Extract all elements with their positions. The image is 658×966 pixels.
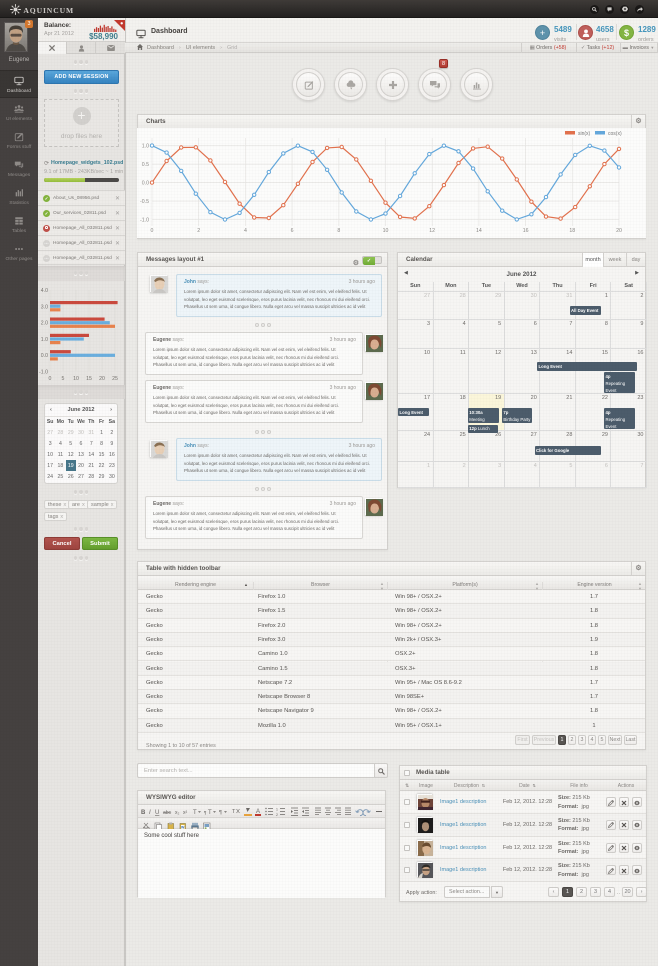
svg-text:25: 25: [112, 376, 118, 382]
svg-text:0.0: 0.0: [41, 353, 48, 359]
svg-text:2: 2: [276, 813, 278, 817]
svg-text:T: T: [232, 809, 236, 815]
svg-text:1.0: 1.0: [41, 337, 48, 343]
svg-text:x²: x²: [183, 810, 188, 816]
svg-text:4.0: 4.0: [41, 288, 48, 294]
svg-text:15: 15: [86, 376, 92, 382]
svg-text:-1.0: -1.0: [39, 370, 48, 376]
svg-text:14: 14: [476, 228, 482, 234]
svg-text:2.0: 2.0: [41, 321, 48, 327]
svg-text:¶: ¶: [204, 810, 207, 815]
svg-text:3.0: 3.0: [41, 304, 48, 310]
svg-text:x₂: x₂: [175, 810, 180, 816]
svg-text:16: 16: [523, 228, 529, 234]
svg-text:10: 10: [383, 228, 389, 234]
svg-text:0: 0: [49, 376, 52, 382]
svg-text:A: A: [256, 809, 260, 815]
svg-text:1.0: 1.0: [142, 144, 149, 150]
svg-text:0: 0: [151, 228, 154, 234]
svg-text:12: 12: [429, 228, 435, 234]
svg-text:sin(x): sin(x): [578, 131, 591, 137]
svg-text:4: 4: [244, 228, 247, 234]
svg-text:6: 6: [291, 228, 294, 234]
svg-text:18: 18: [569, 228, 575, 234]
svg-text:B: B: [141, 810, 146, 816]
svg-text:¶: ¶: [219, 810, 222, 816]
svg-text:T: T: [208, 810, 212, 816]
svg-text:1: 1: [276, 808, 278, 812]
svg-text:I: I: [149, 810, 151, 816]
svg-text:0.5: 0.5: [142, 162, 149, 168]
svg-text:T: T: [193, 810, 197, 816]
svg-text:10: 10: [73, 376, 79, 382]
svg-text:cos(x): cos(x): [608, 131, 622, 137]
svg-text:20: 20: [616, 228, 622, 234]
svg-text:U: U: [155, 810, 159, 816]
svg-text:abc: abc: [163, 810, 172, 816]
svg-text:20: 20: [99, 376, 105, 382]
svg-text:W: W: [181, 825, 185, 829]
svg-text:5: 5: [62, 376, 65, 382]
svg-text:0.0: 0.0: [142, 181, 149, 187]
svg-text:8: 8: [337, 228, 340, 234]
svg-text:-0.5: -0.5: [140, 199, 149, 205]
svg-text:2: 2: [197, 228, 200, 234]
svg-text:-1.0: -1.0: [140, 218, 149, 224]
